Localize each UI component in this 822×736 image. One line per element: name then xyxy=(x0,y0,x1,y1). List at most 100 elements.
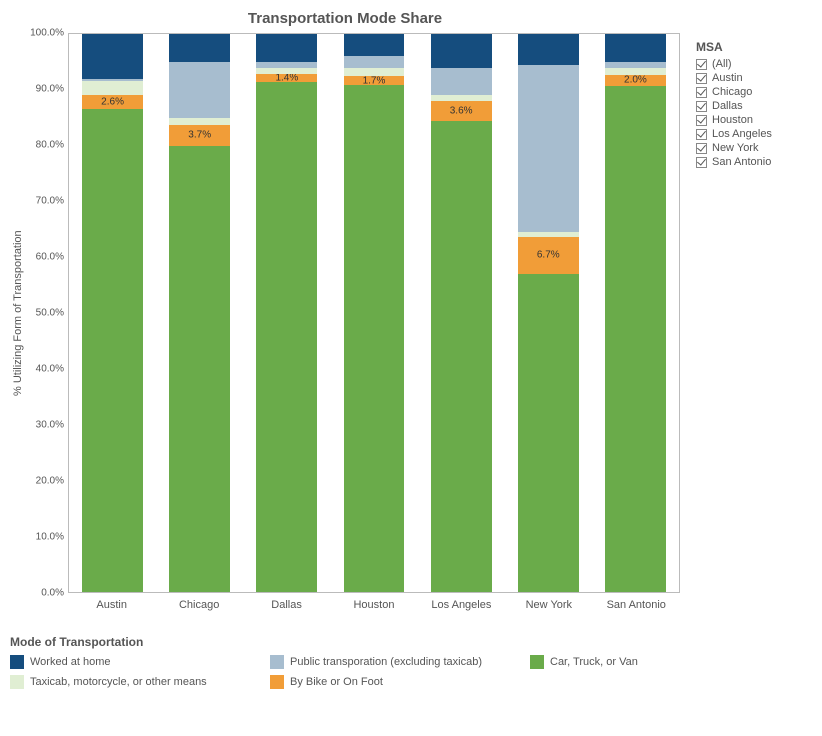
bar-value-label: 3.6% xyxy=(450,106,473,117)
bar-column: 2.6% xyxy=(69,34,156,592)
bar[interactable]: 3.6% xyxy=(431,34,492,592)
x-category: San Antonio xyxy=(593,599,680,611)
plot-wrap: % Utilizing Form of Transportation 0.0%1… xyxy=(10,33,680,593)
bar-segment-car[interactable] xyxy=(256,82,317,592)
checkbox-icon[interactable] xyxy=(696,129,707,140)
checkbox-icon[interactable] xyxy=(696,101,707,112)
bar-segment-bike[interactable]: 1.4% xyxy=(256,74,317,82)
filter-item[interactable]: Dallas xyxy=(696,100,812,112)
checkbox-icon[interactable] xyxy=(696,157,707,168)
filter-item[interactable]: San Antonio xyxy=(696,156,812,168)
bar-segment-car[interactable] xyxy=(344,85,405,592)
bar-segment-home[interactable] xyxy=(431,34,492,67)
x-category: Dallas xyxy=(243,599,330,611)
filter-item[interactable]: Austin xyxy=(696,72,812,84)
legend-area: Mode of Transportation Worked at home Pub… xyxy=(10,635,812,689)
legend-item[interactable]: Taxicab, motorcycle, or other means xyxy=(10,675,270,689)
legend-item[interactable]: Public transporation (excluding taxicab) xyxy=(270,655,530,669)
bar[interactable]: 2.6% xyxy=(82,34,143,592)
bar-segment-taxicab[interactable] xyxy=(256,68,317,75)
bar-column: 2.0% xyxy=(592,34,679,592)
bar-segment-bike[interactable]: 1.7% xyxy=(344,76,405,85)
bar-segment-car[interactable] xyxy=(605,86,666,592)
bar-value-label: 6.7% xyxy=(537,250,560,261)
legend-swatch xyxy=(270,675,284,689)
filter-item-label: Los Angeles xyxy=(712,128,772,140)
filter-item[interactable]: (All) xyxy=(696,58,812,70)
bar-segment-bike[interactable]: 3.6% xyxy=(431,101,492,121)
checkbox-icon[interactable] xyxy=(696,115,707,126)
checkbox-icon[interactable] xyxy=(696,143,707,154)
bar-segment-home[interactable] xyxy=(82,34,143,79)
filter-item-label: (All) xyxy=(712,58,732,70)
filter-item[interactable]: Houston xyxy=(696,114,812,126)
bar-segment-public[interactable] xyxy=(82,79,143,82)
bar-segment-taxicab[interactable] xyxy=(82,81,143,94)
filter-item[interactable]: Chicago xyxy=(696,86,812,98)
bar-segment-car[interactable] xyxy=(169,146,230,592)
top-row: Transportation Mode Share % Utilizing Fo… xyxy=(10,10,812,611)
legend-label: Car, Truck, or Van xyxy=(550,656,638,668)
legend-item[interactable]: Worked at home xyxy=(10,655,270,669)
x-category: Austin xyxy=(68,599,155,611)
legend-item[interactable]: By Bike or On Foot xyxy=(270,675,530,689)
y-tick: 60.0% xyxy=(36,252,64,263)
bar-segment-bike[interactable]: 2.0% xyxy=(605,75,666,86)
bar-segment-home[interactable] xyxy=(256,34,317,62)
bar-segment-home[interactable] xyxy=(518,34,579,65)
bar-column: 1.7% xyxy=(330,34,417,592)
legend-item[interactable]: Car, Truck, or Van xyxy=(530,655,790,669)
bar-segment-home[interactable] xyxy=(605,34,666,62)
bar-segment-public[interactable] xyxy=(518,65,579,232)
y-tick: 10.0% xyxy=(36,532,64,543)
legend-label: Public transporation (excluding taxicab) xyxy=(290,656,482,668)
bar-segment-taxicab[interactable] xyxy=(169,118,230,125)
bar-segment-taxicab[interactable] xyxy=(344,68,405,76)
bar[interactable]: 6.7% xyxy=(518,34,579,592)
bar-segment-public[interactable] xyxy=(605,62,666,68)
bar-segment-car[interactable] xyxy=(431,121,492,592)
filter-items: (All) Austin Chicago Dallas Houston Los Angel… xyxy=(696,58,812,168)
bar-segment-home[interactable] xyxy=(169,34,230,62)
chart-title: Transportation Mode Share xyxy=(10,10,680,27)
bar-segment-bike[interactable]: 3.7% xyxy=(169,125,230,146)
y-tick: 70.0% xyxy=(36,196,64,207)
bar[interactable]: 1.4% xyxy=(256,34,317,592)
bar-column: 3.7% xyxy=(156,34,243,592)
legend-swatch xyxy=(10,655,24,669)
bar[interactable]: 2.0% xyxy=(605,34,666,592)
bar-value-label: 2.0% xyxy=(624,75,647,86)
bar-segment-public[interactable] xyxy=(256,62,317,68)
checkbox-icon[interactable] xyxy=(696,73,707,84)
bar-segment-public[interactable] xyxy=(431,68,492,96)
filter-item[interactable]: New York xyxy=(696,142,812,154)
bar-value-label: 3.7% xyxy=(188,130,211,141)
checkbox-icon[interactable] xyxy=(696,87,707,98)
bar-segment-taxicab[interactable] xyxy=(518,232,579,236)
bar[interactable]: 3.7% xyxy=(169,34,230,592)
bar-segment-taxicab[interactable] xyxy=(431,95,492,101)
x-axis: AustinChicagoDallasHoustonLos AngelesNew… xyxy=(68,599,680,611)
bar-segment-car[interactable] xyxy=(82,109,143,592)
bar-segment-bike[interactable]: 2.6% xyxy=(82,95,143,110)
bar-segment-car[interactable] xyxy=(518,274,579,592)
bar-column: 6.7% xyxy=(505,34,592,592)
filter-item-label: Chicago xyxy=(712,86,752,98)
filter-item[interactable]: Los Angeles xyxy=(696,128,812,140)
filter-panel: MSA (All)AustinChicagoDallasHoustonLos A… xyxy=(680,10,812,611)
y-axis-ticks: 0.0%10.0%20.0%30.0%40.0%50.0%60.0%70.0%8… xyxy=(26,33,68,593)
bar[interactable]: 1.7% xyxy=(344,34,405,592)
bar-segment-public[interactable] xyxy=(169,62,230,118)
bar-segment-public[interactable] xyxy=(344,56,405,67)
legend-grid: Worked at home Public transporation (excl… xyxy=(10,655,812,689)
y-tick: 40.0% xyxy=(36,364,64,375)
bar-segment-bike[interactable]: 6.7% xyxy=(518,237,579,274)
bar-segment-home[interactable] xyxy=(344,34,405,56)
bar-segment-taxicab[interactable] xyxy=(605,68,666,75)
bars-container: 2.6% 3.7% 1.4% 1.7% 3.6% 6.7% 2.0% xyxy=(69,34,679,592)
bar-value-label: 2.6% xyxy=(101,97,124,108)
filter-item-label: Austin xyxy=(712,72,743,84)
checkbox-icon[interactable] xyxy=(696,59,707,70)
legend-title: Mode of Transportation xyxy=(10,635,812,649)
x-category: Los Angeles xyxy=(418,599,505,611)
